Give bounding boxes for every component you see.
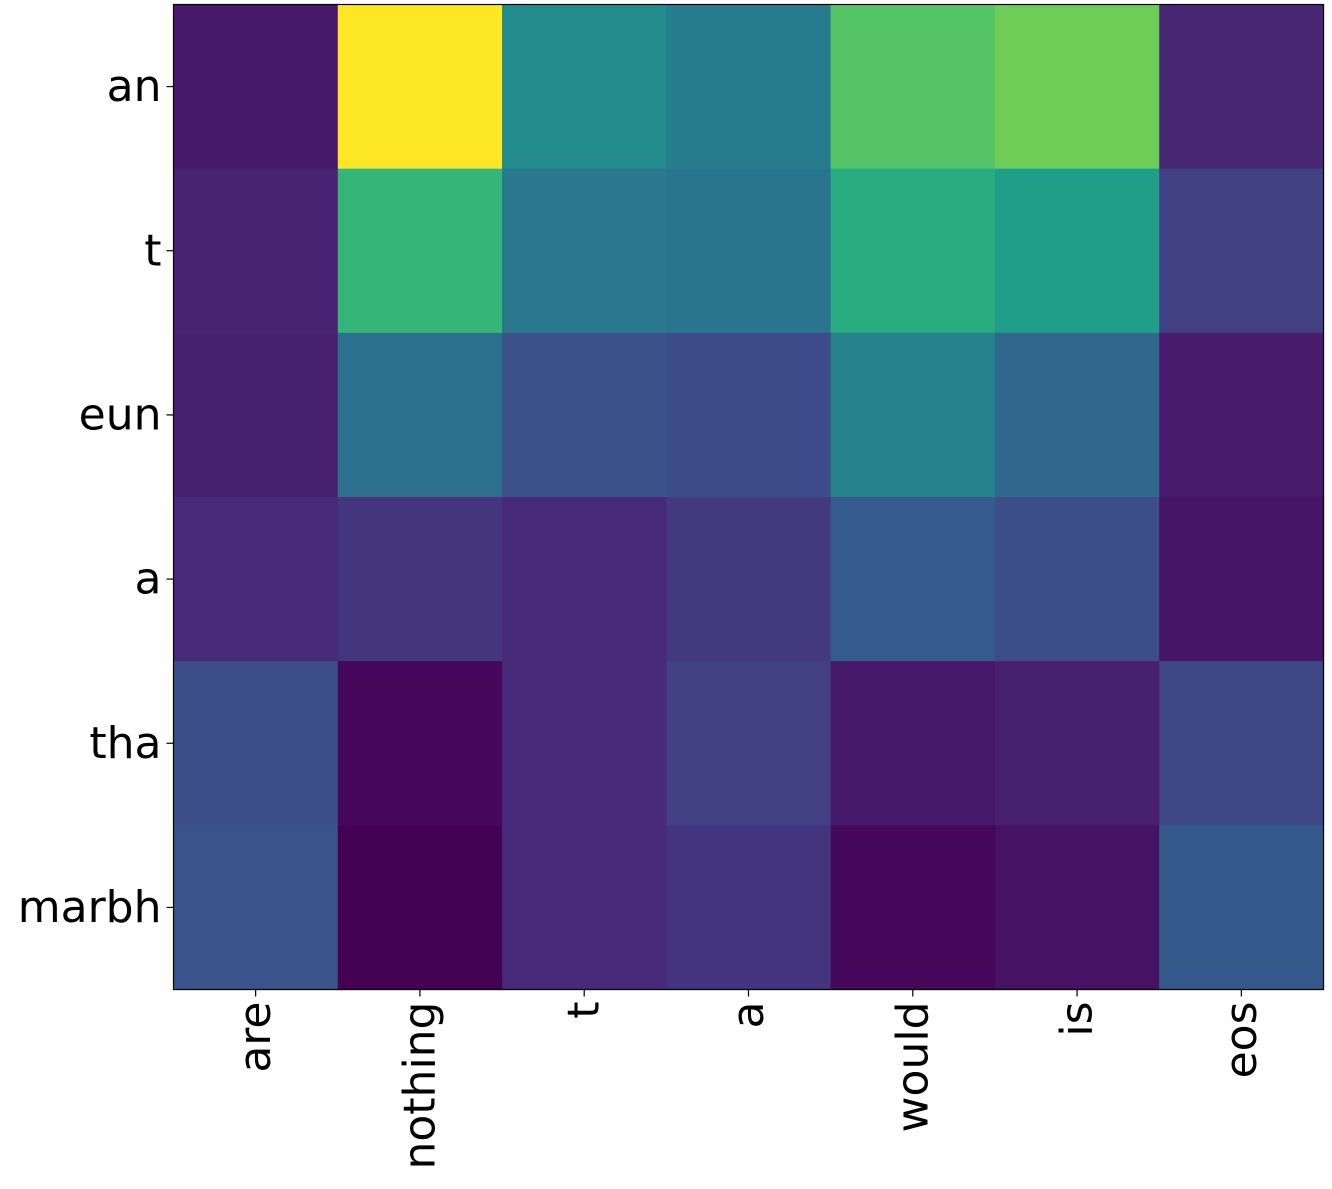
x-tick-label: is — [1052, 1002, 1103, 1037]
y-tick-labels: an t eun a tha marbh — [18, 61, 162, 933]
heatmap-cell — [1159, 661, 1325, 826]
heatmap-cell — [337, 825, 503, 991]
heatmap-cell — [1159, 4, 1325, 170]
heatmap-cell — [666, 168, 832, 334]
y-tick-label: a — [135, 554, 162, 605]
heatmap-cell — [830, 332, 996, 498]
heatmap-cell — [173, 332, 339, 498]
heatmap-cell — [337, 497, 503, 662]
heatmap-cell — [502, 497, 667, 662]
heatmap-cell — [666, 825, 832, 991]
heatmap-cell — [502, 168, 667, 334]
heatmap-cell — [830, 4, 996, 170]
y-tick-label: marbh — [18, 882, 162, 933]
heatmap-cell — [337, 4, 503, 170]
heatmap-cell — [666, 497, 832, 662]
x-tick-label: a — [723, 1002, 774, 1029]
heatmap-cell — [173, 4, 339, 170]
heatmap-cell — [337, 661, 503, 826]
heatmap-cell — [502, 332, 667, 498]
heatmap-cell — [830, 661, 996, 826]
heatmap-cell — [502, 4, 667, 170]
heatmap-cell — [830, 825, 996, 991]
heatmap-cell — [1159, 332, 1325, 498]
heatmap-cell — [173, 168, 339, 334]
heatmap-cell — [666, 332, 832, 498]
heatmap-cell — [1159, 825, 1325, 991]
heatmap-cell — [994, 332, 1160, 498]
x-tick-label: would — [887, 1002, 938, 1133]
y-tick-label: tha — [89, 718, 161, 769]
heatmap-cell — [666, 4, 832, 170]
heatmap-cell — [830, 168, 996, 334]
y-tick-label: an — [107, 61, 162, 112]
heatmap-cell — [1159, 497, 1325, 662]
heatmap-cell — [666, 661, 832, 826]
heatmap-cell — [502, 661, 667, 826]
heatmap-cell — [502, 825, 667, 991]
x-tick-label: are — [230, 1002, 281, 1073]
x-tick-label: nothing — [394, 1002, 445, 1170]
heatmap-cell — [994, 825, 1160, 991]
heatmap-cell — [337, 168, 503, 334]
heatmap-cell — [994, 4, 1160, 170]
x-tick-labels: are nothing t a would is eos — [230, 1002, 1267, 1170]
heatmap-cell — [173, 497, 339, 662]
heatmap-cell — [1159, 168, 1325, 334]
heatmap-cells — [173, 4, 1325, 991]
heatmap-cell — [173, 661, 339, 826]
heatmap-cell — [830, 497, 996, 662]
heatmap-cell — [994, 497, 1160, 662]
axis-ticks — [166, 85, 1242, 997]
x-tick-label: t — [559, 1002, 610, 1019]
heatmap-cell — [337, 332, 503, 498]
heatmap-cell — [994, 168, 1160, 334]
x-tick-label: eos — [1216, 1002, 1267, 1079]
y-tick-label: eun — [79, 389, 162, 440]
heatmap-cell — [173, 825, 339, 991]
y-tick-label: t — [144, 225, 161, 276]
heatmap-cell — [994, 661, 1160, 826]
